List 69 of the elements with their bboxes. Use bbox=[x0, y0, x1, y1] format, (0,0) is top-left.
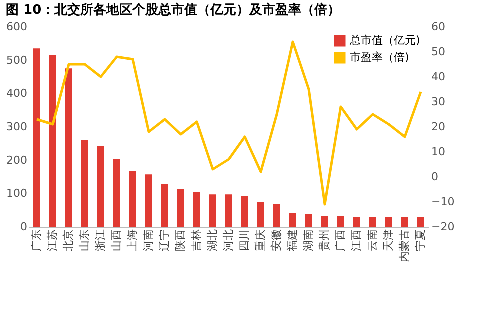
bar bbox=[290, 213, 296, 227]
x-tick-label: 广东 bbox=[30, 230, 43, 252]
bar bbox=[338, 216, 344, 227]
bar bbox=[258, 202, 264, 227]
y2-tick-label: −10 bbox=[432, 196, 455, 208]
y2-tick-label: 60 bbox=[432, 20, 446, 34]
x-tick-label: 湖南 bbox=[302, 230, 315, 252]
x-tick-label: 天津 bbox=[382, 230, 395, 252]
y-tick-label: 200 bbox=[6, 154, 28, 167]
bar bbox=[274, 204, 280, 227]
x-tick-label: 上海 bbox=[126, 230, 139, 252]
bar bbox=[306, 214, 312, 227]
x-tick-label: 湖北 bbox=[206, 230, 219, 252]
y2-tick-label: 50 bbox=[432, 46, 446, 58]
bar bbox=[178, 189, 184, 227]
y2-tick-label: 30 bbox=[432, 96, 446, 108]
x-tick-label: 吉林 bbox=[190, 230, 203, 252]
bar bbox=[402, 217, 408, 227]
bar bbox=[98, 146, 104, 227]
x-tick-label: 山东 bbox=[78, 230, 91, 252]
y2-tick-label: 0 bbox=[432, 170, 438, 184]
x-tick-label: 辽宁 bbox=[158, 230, 171, 252]
bar bbox=[162, 184, 168, 227]
x-tick-label: 广西 bbox=[334, 230, 347, 252]
x-tick-label: 浙江 bbox=[94, 230, 107, 252]
y2-tick-label: −20 bbox=[432, 220, 455, 234]
bar bbox=[418, 217, 424, 227]
bar bbox=[50, 55, 56, 227]
y2-tick-label: 10 bbox=[432, 146, 446, 158]
x-tick-label: 内蒙古 bbox=[398, 230, 411, 262]
bar bbox=[354, 217, 360, 227]
x-tick-label: 山西 bbox=[110, 230, 123, 252]
x-tick-label: 河南 bbox=[142, 230, 155, 252]
x-tick-label: 河北 bbox=[222, 230, 235, 252]
bar bbox=[114, 159, 120, 227]
y-tick-label: 400 bbox=[6, 87, 28, 100]
chart-title: 图 10：北交所各地区个股总市值（亿元）及市盈率（倍） bbox=[6, 2, 341, 18]
y2-tick-label: 20 bbox=[432, 120, 446, 134]
x-tick-label: 宁夏 bbox=[414, 230, 427, 252]
y2-tick-label: 40 bbox=[432, 70, 446, 84]
y-tick-label: 600 bbox=[6, 20, 28, 34]
bar bbox=[322, 216, 328, 227]
bar bbox=[82, 140, 88, 227]
bar bbox=[34, 48, 40, 227]
y-tick-label: 100 bbox=[6, 187, 28, 200]
x-tick-label: 江苏 bbox=[46, 230, 59, 252]
x-tick-label: 江西 bbox=[350, 230, 363, 252]
y-tick-label: 300 bbox=[6, 120, 28, 134]
bar bbox=[146, 174, 152, 227]
x-tick-label: 四川 bbox=[238, 230, 251, 252]
legend-label: 市盈率（倍) bbox=[350, 51, 410, 64]
y-tick-label: 500 bbox=[6, 54, 28, 67]
x-tick-label: 北京 bbox=[62, 230, 75, 252]
bar bbox=[370, 217, 376, 227]
bar bbox=[130, 171, 136, 227]
bar bbox=[210, 194, 216, 227]
bar bbox=[194, 192, 200, 227]
legend-label: 总市值（亿元) bbox=[349, 34, 420, 47]
x-tick-label: 安徽 bbox=[270, 230, 283, 252]
x-tick-label: 福建 bbox=[286, 230, 299, 252]
bar bbox=[386, 217, 392, 227]
bar bbox=[242, 196, 248, 227]
bar bbox=[226, 194, 232, 227]
x-tick-label: 重庆 bbox=[254, 230, 267, 252]
y-tick-label: 0 bbox=[20, 220, 28, 234]
bar bbox=[66, 68, 72, 227]
x-tick-label: 陕西 bbox=[174, 230, 187, 252]
x-tick-label: 贵州 bbox=[318, 230, 331, 252]
x-tick-label: 云南 bbox=[366, 230, 379, 252]
